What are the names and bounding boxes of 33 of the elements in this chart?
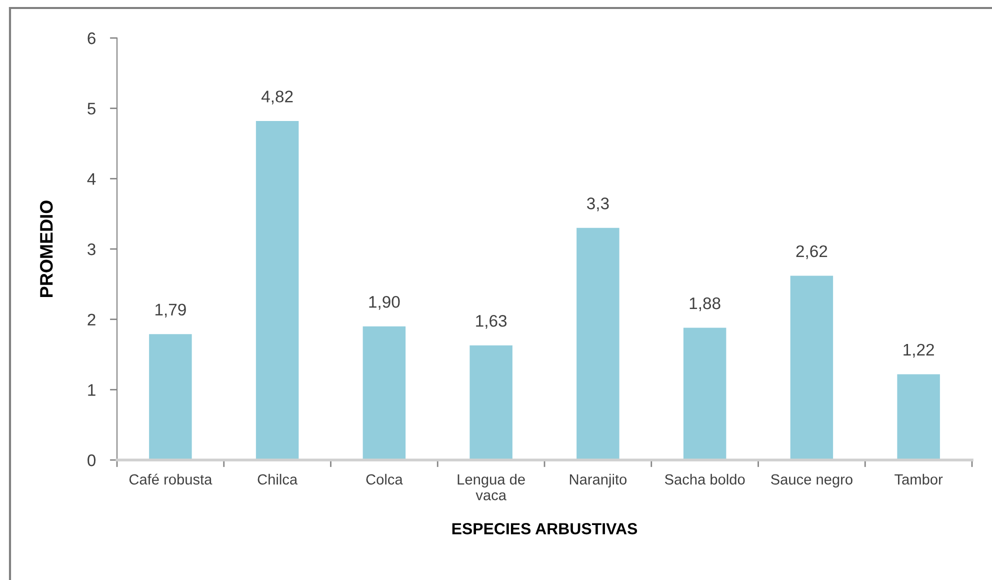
x-tick-label: Sacha boldo: [664, 474, 745, 485]
x-tick-label: Naranjito: [570, 474, 627, 488]
bar: [470, 345, 512, 460]
y-tick-label: 5: [88, 102, 96, 115]
y-tick-label: 2: [88, 314, 96, 326]
data-label: 1,22: [904, 344, 934, 358]
x-axis-title: ESPECIES ARBUSTIVAS: [452, 523, 638, 534]
x-tick-label: Tambor: [894, 474, 943, 485]
y-tick-label: 3: [88, 243, 96, 256]
bar: [897, 374, 940, 460]
bar: [683, 328, 726, 460]
data-label: 1,79: [155, 304, 186, 318]
y-tick-label: 1: [88, 384, 96, 396]
bar: [256, 120, 299, 460]
data-label: 4,82: [261, 90, 293, 104]
data-label: 3,3: [586, 198, 609, 212]
bar: [790, 276, 834, 460]
bar: [362, 326, 406, 460]
x-tick-label: Sauce negro: [771, 474, 852, 488]
x-tick-label: Chilca: [258, 474, 298, 485]
data-label: 1,88: [690, 297, 720, 312]
y-tick-label: 0: [88, 454, 96, 466]
y-axis-title: PROMEDIO: [40, 200, 53, 297]
x-tick-label: Lengua de vaca: [458, 474, 525, 500]
bar: [576, 228, 620, 460]
x-tick-label: Colca: [366, 474, 403, 485]
y-tick-label: 4: [87, 173, 96, 185]
data-label: 2,62: [796, 245, 828, 260]
bar: [149, 334, 192, 460]
x-tick-label: Café robusta: [129, 474, 212, 485]
data-label: 1,90: [369, 296, 400, 310]
y-tick-label: 6: [88, 32, 96, 44]
data-label: 1,63: [476, 314, 507, 329]
